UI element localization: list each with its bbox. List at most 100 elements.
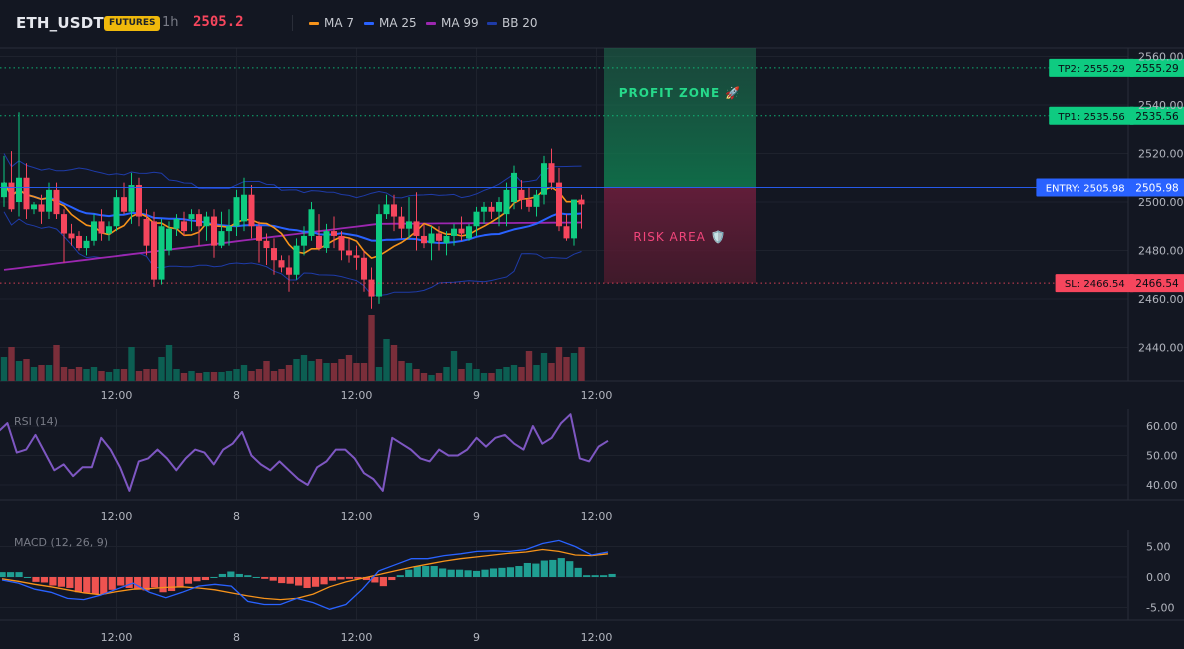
price-tick-label: 2480.00: [1138, 245, 1184, 258]
candle-body: [151, 221, 157, 280]
volume-bar: [203, 372, 210, 381]
time-tick-label: 8: [233, 631, 240, 644]
macd-histogram-bar: [354, 577, 362, 579]
candle-body: [91, 221, 97, 241]
macd-tick-label: -5.00: [1146, 602, 1174, 615]
price-tick-label: 2540.00: [1138, 99, 1184, 112]
macd-histogram-bar: [23, 577, 32, 578]
macd-histogram-bar: [57, 577, 66, 587]
macd-histogram-bar: [362, 577, 371, 581]
legend-swatch: [426, 21, 436, 25]
level-axis-label: 2466.54: [1135, 278, 1179, 290]
macd-histogram-bar: [540, 560, 548, 577]
candle-body: [391, 204, 397, 217]
volume-bar: [83, 369, 90, 381]
trade-levels: TP2: 2555.29 2555.29 TP1: 2535.56 2535.56 EN…: [0, 58, 1184, 293]
volume-bar: [390, 345, 398, 381]
candle-body: [241, 194, 247, 222]
macd-histogram-bar: [591, 575, 599, 577]
macd-histogram-bar: [167, 577, 176, 592]
macd-histogram-bar: [464, 570, 472, 577]
volume-bar: [8, 347, 15, 381]
risk-zone: [604, 187, 756, 284]
macd-histogram-bar: [6, 572, 15, 577]
price-tick-label: 2460.00: [1138, 293, 1184, 306]
macd-histogram-bar: [108, 577, 116, 590]
volume-bar: [150, 369, 158, 381]
legend-label: MA 99: [441, 16, 479, 30]
macd-histogram-bar: [83, 577, 91, 593]
level-axis-label: 2535.56: [1135, 111, 1179, 123]
timeframe-label[interactable]: 1h: [162, 15, 179, 30]
macd-histogram-bar: [303, 577, 311, 588]
macd-histogram-bar: [151, 577, 159, 588]
macd-histogram-bar: [311, 577, 320, 587]
macd-histogram-bar: [66, 577, 74, 588]
candle-body: [263, 240, 270, 249]
macd-histogram-bar: [244, 575, 252, 577]
time-tick-label: 12:00: [101, 510, 133, 523]
legend-ma99[interactable]: MA 99: [426, 16, 479, 30]
candle-body: [203, 216, 210, 227]
level-axis-tag: [1130, 178, 1184, 197]
volume-bar: [30, 367, 38, 381]
macd-histogram-bar: [574, 567, 582, 577]
symbol-title[interactable]: ETH_USDT: [16, 14, 104, 32]
volume-bar: [98, 371, 105, 381]
candle-body: [428, 233, 435, 244]
legend-ma25[interactable]: MA 25: [364, 16, 417, 30]
trade-zones: PROFIT ZONE 🚀 RISK AREA 🛡️: [604, 48, 756, 284]
macd-histogram-bar: [405, 569, 413, 577]
candle-body: [278, 260, 285, 268]
volume-bar: [158, 357, 165, 381]
candle-body: [488, 206, 495, 212]
time-tick-label: 9: [473, 631, 480, 644]
candle-body: [121, 197, 127, 212]
macd-histogram-bar: [600, 575, 608, 577]
header-bar: ETH_USDT FUTURES 1h 2505.2 MA 7 MA 25 MA…: [0, 0, 1184, 46]
candle-body: [308, 209, 315, 236]
volume-bar: [360, 363, 368, 381]
volume-bar: [398, 361, 405, 381]
volume-bar: [368, 315, 375, 381]
candle-body: [143, 218, 150, 246]
macd-histogram-bar: [422, 566, 430, 577]
time-tick-label: 8: [233, 389, 240, 402]
volume-bar: [195, 373, 203, 381]
macd-histogram-bar: [201, 577, 210, 581]
legend-label: MA 7: [324, 16, 355, 30]
macd-histogram-bar: [345, 577, 354, 579]
level-axis-tag: [1130, 106, 1184, 125]
macd-histogram-bar: [396, 575, 404, 577]
volume-bar: [255, 369, 263, 381]
legend-ma7[interactable]: MA 7: [309, 16, 354, 30]
macd-histogram-bar: [337, 577, 345, 580]
volume-bar: [480, 373, 488, 381]
macd-histogram-bar: [184, 577, 193, 584]
volume-bar: [578, 347, 585, 381]
candle-body: [128, 185, 135, 212]
candle-body: [436, 233, 442, 241]
volume-bar: [533, 365, 540, 381]
volume-bar: [90, 367, 98, 381]
bb-upper-line: [3, 153, 582, 199]
volume-bar: [248, 371, 255, 381]
candle-body: [398, 216, 405, 229]
price-tick-label: 2440.00: [1138, 342, 1184, 355]
time-tick-label: 12:00: [101, 389, 133, 402]
macd-histogram-bar: [566, 561, 574, 577]
volume-bar: [458, 369, 465, 381]
rsi-tick-label: 50.00: [1146, 450, 1178, 463]
candle-body: [256, 226, 262, 241]
macd-histogram-bar: [430, 566, 438, 577]
candle-body: [16, 177, 22, 202]
macd-histogram-bar: [413, 566, 421, 577]
volume-bar: [270, 371, 278, 381]
profit-zone-label: PROFIT ZONE 🚀: [619, 86, 742, 100]
legend-bb20[interactable]: BB 20: [487, 16, 538, 30]
time-tick-label: 12:00: [341, 631, 373, 644]
volume-bar: [23, 359, 30, 381]
macd-histogram-bar: [210, 577, 218, 578]
candle-body: [368, 279, 375, 297]
